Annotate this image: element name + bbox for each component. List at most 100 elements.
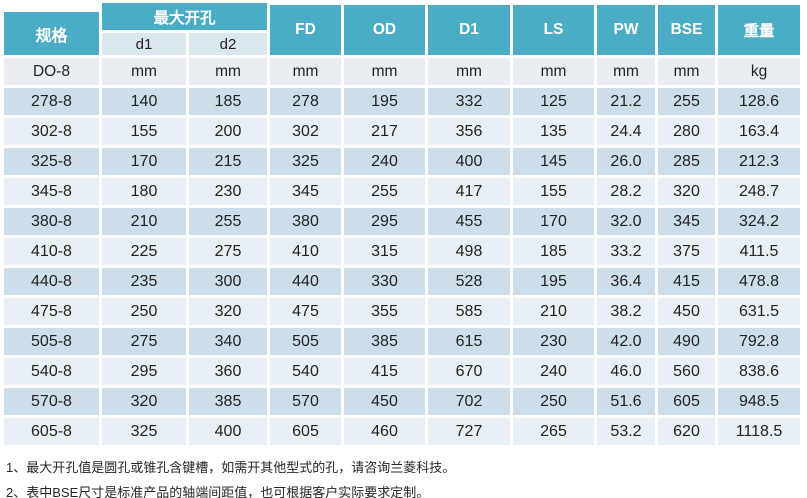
value-cell: 570 bbox=[270, 388, 341, 415]
value-cell: 385 bbox=[189, 388, 267, 415]
value-cell: mm bbox=[270, 58, 341, 85]
value-cell: 792.8 bbox=[718, 328, 800, 355]
value-cell: 330 bbox=[344, 268, 425, 295]
column-subheader-d1: d1 bbox=[102, 33, 186, 55]
value-cell: 185 bbox=[189, 88, 267, 115]
value-cell: 210 bbox=[513, 298, 594, 325]
value-cell: 155 bbox=[102, 118, 186, 145]
value-cell: 490 bbox=[658, 328, 715, 355]
footnote-1: 1、最大开孔值是圆孔或锥孔含键槽，如需开其他型式的孔，请咨询兰菱科技。 bbox=[6, 460, 456, 475]
column-header-d1-outer: D1 bbox=[428, 3, 510, 55]
table-row: 345-8 180 230 345 255 417 155 28.2 320 248.7 bbox=[4, 178, 800, 205]
spec-cell: 440-8 bbox=[4, 268, 99, 295]
spec-cell: 302-8 bbox=[4, 118, 99, 145]
value-cell: 217 bbox=[344, 118, 425, 145]
value-cell: 670 bbox=[428, 358, 510, 385]
value-cell: 702 bbox=[428, 388, 510, 415]
column-header-pw: PW bbox=[597, 3, 655, 55]
value-cell: 838.6 bbox=[718, 358, 800, 385]
value-cell: 410 bbox=[270, 238, 341, 265]
value-cell: 375 bbox=[658, 238, 715, 265]
value-cell: 185 bbox=[513, 238, 594, 265]
value-cell: 345 bbox=[270, 178, 341, 205]
value-cell: 235 bbox=[102, 268, 186, 295]
value-cell: 415 bbox=[344, 358, 425, 385]
value-cell: 356 bbox=[428, 118, 510, 145]
value-cell: 300 bbox=[189, 268, 267, 295]
value-cell: 400 bbox=[189, 418, 267, 445]
table-row: 278-8 140 185 278 195 332 125 21.2 255 128.6 bbox=[4, 88, 800, 115]
value-cell: 320 bbox=[189, 298, 267, 325]
value-cell: 360 bbox=[189, 358, 267, 385]
value-cell: 280 bbox=[658, 118, 715, 145]
value-cell: 265 bbox=[513, 418, 594, 445]
value-cell: kg bbox=[718, 58, 800, 85]
table-row: 380-8 210 255 380 295 455 170 32.0 345 324.2 bbox=[4, 208, 800, 235]
value-cell: 212.3 bbox=[718, 148, 800, 175]
value-cell: 345 bbox=[658, 208, 715, 235]
value-cell: 278 bbox=[270, 88, 341, 115]
value-cell: 285 bbox=[658, 148, 715, 175]
value-cell: 135 bbox=[513, 118, 594, 145]
spec-cell: 570-8 bbox=[4, 388, 99, 415]
spec-cell: 475-8 bbox=[4, 298, 99, 325]
value-cell: 255 bbox=[189, 208, 267, 235]
spec-cell: 325-8 bbox=[4, 148, 99, 175]
value-cell: 505 bbox=[270, 328, 341, 355]
value-cell: 528 bbox=[428, 268, 510, 295]
table-row: 605-8 325 400 605 460 727 265 53.2 620 1118.5 bbox=[4, 418, 800, 445]
value-cell: 275 bbox=[102, 328, 186, 355]
footnotes: 1、最大开孔值是圆孔或锥孔含键槽，如需开其他型式的孔，请咨询兰菱科技。 2、表中… bbox=[6, 455, 807, 498]
column-header-bse: BSE bbox=[658, 3, 715, 55]
value-cell: 460 bbox=[344, 418, 425, 445]
value-cell: 21.2 bbox=[597, 88, 655, 115]
value-cell: 170 bbox=[102, 148, 186, 175]
column-header-weight: 重量 bbox=[718, 3, 800, 55]
value-cell: 240 bbox=[513, 358, 594, 385]
column-header-spec: 规格 bbox=[4, 3, 99, 55]
value-cell: 255 bbox=[344, 178, 425, 205]
value-cell: 195 bbox=[513, 268, 594, 295]
value-cell: 295 bbox=[102, 358, 186, 385]
spec-cell: DO-8 bbox=[4, 58, 99, 85]
spec-cell: 410-8 bbox=[4, 238, 99, 265]
value-cell: 411.5 bbox=[718, 238, 800, 265]
table-row: 540-8 295 360 540 415 670 240 46.0 560 838.6 bbox=[4, 358, 800, 385]
value-cell: 145 bbox=[513, 148, 594, 175]
value-cell: 275 bbox=[189, 238, 267, 265]
spec-cell: 278-8 bbox=[4, 88, 99, 115]
table-row: 570-8 320 385 570 450 702 250 51.6 605 948.5 bbox=[4, 388, 800, 415]
table-row: 440-8 235 300 440 330 528 195 36.4 415 478.8 bbox=[4, 268, 800, 295]
spec-cell: 605-8 bbox=[4, 418, 99, 445]
value-cell: 210 bbox=[102, 208, 186, 235]
table-body: DO-8 mm mm mm mm mm mm mm mm kg 278-8 140 185 278 195 3… bbox=[4, 58, 800, 445]
value-cell: 1118.5 bbox=[718, 418, 800, 445]
value-cell: 615 bbox=[428, 328, 510, 355]
value-cell: 325 bbox=[270, 148, 341, 175]
value-cell: 385 bbox=[344, 328, 425, 355]
value-cell: 332 bbox=[428, 88, 510, 115]
value-cell: mm bbox=[658, 58, 715, 85]
table-row: 475-8 250 320 475 355 585 210 38.2 450 631.5 bbox=[4, 298, 800, 325]
value-cell: 46.0 bbox=[597, 358, 655, 385]
value-cell: 24.4 bbox=[597, 118, 655, 145]
value-cell: 180 bbox=[102, 178, 186, 205]
value-cell: 295 bbox=[344, 208, 425, 235]
spec-cell: 540-8 bbox=[4, 358, 99, 385]
column-header-fd: FD bbox=[270, 3, 341, 55]
value-cell: 324.2 bbox=[718, 208, 800, 235]
table-row: 505-8 275 340 505 385 615 230 42.0 490 792.8 bbox=[4, 328, 800, 355]
spec-cell: 345-8 bbox=[4, 178, 99, 205]
value-cell: 320 bbox=[658, 178, 715, 205]
value-cell: 455 bbox=[428, 208, 510, 235]
value-cell: mm bbox=[513, 58, 594, 85]
value-cell: 340 bbox=[189, 328, 267, 355]
value-cell: mm bbox=[597, 58, 655, 85]
value-cell: mm bbox=[102, 58, 186, 85]
value-cell: 498 bbox=[428, 238, 510, 265]
value-cell: 240 bbox=[344, 148, 425, 175]
value-cell: mm bbox=[344, 58, 425, 85]
value-cell: 605 bbox=[270, 418, 341, 445]
table-row: 410-8 225 275 410 315 498 185 33.2 375 411.5 bbox=[4, 238, 800, 265]
